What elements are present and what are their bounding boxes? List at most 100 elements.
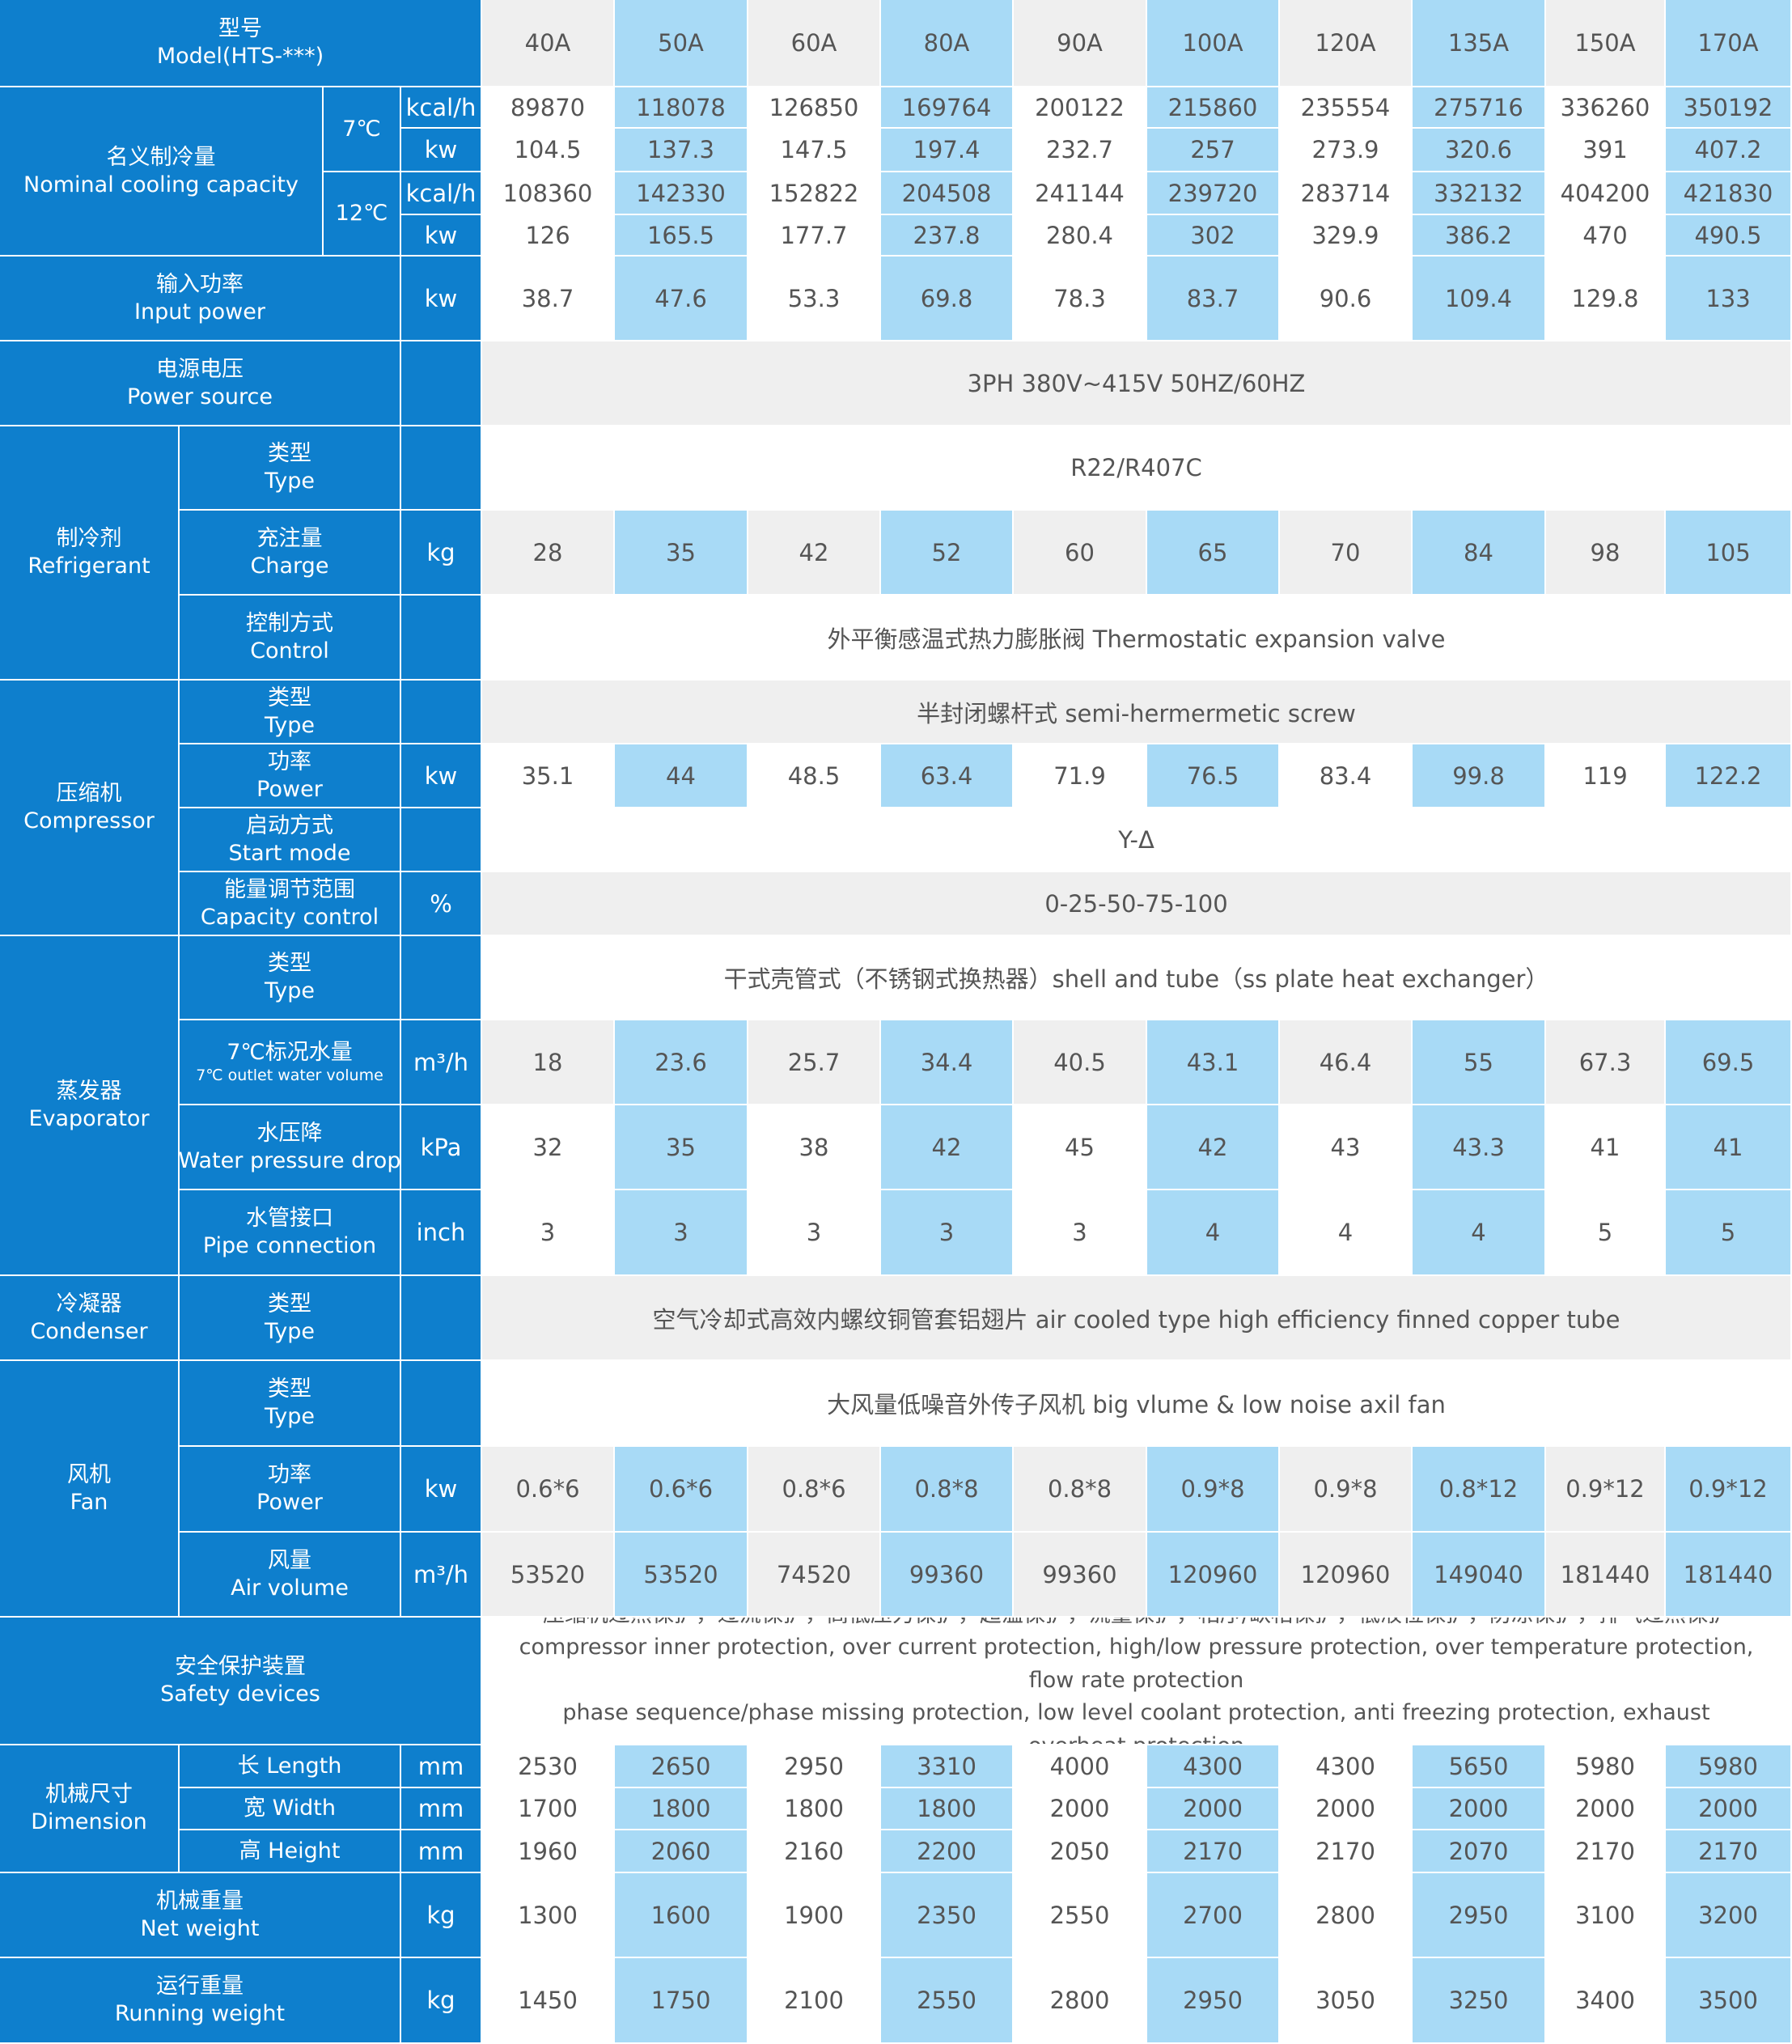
evaporator-pipe-cell: 3 xyxy=(881,1190,1012,1274)
evaporator-pipe-cell: 4 xyxy=(1280,1190,1411,1274)
condenser-label-en: Condenser xyxy=(30,1318,148,1344)
dimension-length-cell: 4000 xyxy=(1014,1745,1146,1787)
compressor-power-cell: 48.5 xyxy=(748,744,879,807)
compressor-power-cell: 76.5 xyxy=(1147,744,1278,807)
evaporator-flow-label-zh: 7℃标况水量 xyxy=(227,1039,353,1065)
model-name-cell: 50A xyxy=(615,0,747,86)
compressor-power-unit-text: kw xyxy=(424,761,458,790)
running-weight-cell: 2800 xyxy=(1014,1958,1146,2042)
condenser-type-label-zh: 类型 xyxy=(268,1291,311,1317)
cooling-12c-kcal-cell: 142330 xyxy=(615,172,747,214)
dimension-length-cell: 5980 xyxy=(1666,1745,1790,1787)
evaporator-type-label: 类型 Type xyxy=(180,936,400,1019)
nominal-cooling-label-zh: 名义制冷量 xyxy=(106,144,216,170)
evaporator-flow-cell: 25.7 xyxy=(748,1020,879,1104)
cooling-12c-kw-cell: 126 xyxy=(482,215,613,255)
compressor-capacity-label-en: Capacity control xyxy=(200,904,379,930)
dimension-height-cell: 2200 xyxy=(881,1830,1012,1872)
net-weight-cell: 2700 xyxy=(1147,1873,1278,1957)
input-power-cell: 129.8 xyxy=(1546,257,1664,340)
fan-type-value: 大风量低噪音外传子风机 big vlume & low noise axil f… xyxy=(482,1361,1790,1445)
cooling-7c-kcal-cell: 275716 xyxy=(1413,87,1544,127)
input-power-cell: 90.6 xyxy=(1280,257,1411,340)
refrigerant-charge-cell: 105 xyxy=(1666,511,1790,594)
cooling-12c-kw-cell: 177.7 xyxy=(748,215,879,255)
refrigerant-label-zh: 制冷剂 xyxy=(56,526,122,552)
fan-air-label: 风量 Air volume xyxy=(180,1533,400,1616)
net-weight-cell: 1900 xyxy=(748,1873,879,1957)
power-source-label: 电源电压 Power source xyxy=(0,341,400,425)
compressor-start-unit xyxy=(401,808,481,871)
model-header-label-en: Model(HTS-***) xyxy=(156,44,324,69)
cooling-12c-kw-cell: 302 xyxy=(1147,215,1278,255)
evaporator-pipe-cell: 3 xyxy=(748,1190,879,1274)
compressor-label: 压缩机 Compressor xyxy=(0,681,178,935)
compressor-start-label-en: Start mode xyxy=(228,840,351,866)
refrigerant-type-value: R22/R407C xyxy=(482,426,1790,509)
compressor-power-unit: kw xyxy=(401,744,481,807)
running-weight-cell: 3050 xyxy=(1280,1958,1411,2042)
unit-kcal-7c-text: kcal/h xyxy=(405,93,477,121)
evaporator-drop-unit-text: kPa xyxy=(420,1133,462,1161)
fan-label: 风机 Fan xyxy=(0,1361,178,1616)
cooling-7c-kw-cell: 320.6 xyxy=(1413,129,1544,171)
input-power-cell: 53.3 xyxy=(748,257,879,340)
dimension-height-label: 高 Height xyxy=(180,1830,400,1872)
evaporator-pipe-cell: 3 xyxy=(615,1190,747,1274)
compressor-start-value: Y-Δ xyxy=(482,808,1790,871)
compressor-power-cell: 83.4 xyxy=(1280,744,1411,807)
dimension-length-unit: mm xyxy=(401,1745,481,1787)
cooling-7c-kcal-cell: 215860 xyxy=(1147,87,1278,127)
unit-kw-7c: kw xyxy=(401,129,481,171)
compressor-power-cell: 35.1 xyxy=(482,744,613,807)
cooling-7c-kcal-cell: 169764 xyxy=(881,87,1012,127)
refrigerant-charge-cell: 42 xyxy=(748,511,879,594)
cooling-7c-kcal-cell: 235554 xyxy=(1280,87,1411,127)
running-weight-label-zh: 运行重量 xyxy=(156,1974,244,1999)
fan-type-label-zh: 类型 xyxy=(268,1376,311,1402)
dimension-width-label: 宽 Width xyxy=(180,1788,400,1829)
refrigerant-control-unit xyxy=(401,596,481,679)
cooling-12c-kcal-cell: 283714 xyxy=(1280,172,1411,214)
fan-type-label: 类型 Type xyxy=(180,1361,400,1445)
cooling-12c-kcal-cell: 152822 xyxy=(748,172,879,214)
compressor-start-label-zh: 启动方式 xyxy=(246,812,333,838)
evaporator-pipe-cell: 5 xyxy=(1546,1190,1664,1274)
cooling-12c-kcal-cell: 204508 xyxy=(881,172,1012,214)
refrigerant-label: 制冷剂 Refrigerant xyxy=(0,426,178,679)
condenser-type-label-en: Type xyxy=(264,1318,315,1344)
fan-air-label-zh: 风量 xyxy=(268,1547,311,1573)
evaporator-drop-cell: 43 xyxy=(1280,1105,1411,1189)
net-weight-cell: 3200 xyxy=(1666,1873,1790,1957)
refrigerant-charge-unit-text: kg xyxy=(426,538,455,566)
power-source-unit xyxy=(401,341,481,425)
evaporator-drop-cell: 38 xyxy=(748,1105,879,1189)
refrigerant-control-value: 外平衡感温式热力膨胀阀 Thermostatic expansion valve xyxy=(482,596,1790,679)
evaporator-flow-cell: 18 xyxy=(482,1020,613,1104)
fan-power-cell: 0.9*8 xyxy=(1280,1447,1411,1531)
compressor-power-cell: 63.4 xyxy=(881,744,1012,807)
dimension-height-cell: 2170 xyxy=(1147,1830,1278,1872)
fan-power-unit-text: kw xyxy=(424,1475,458,1503)
compressor-type-label-zh: 类型 xyxy=(268,685,311,710)
condenser-type-value: 空气冷却式高效内螺纹铜管套铝翅片 air cooled type high ef… xyxy=(482,1276,1790,1359)
input-power-label-zh: 输入功率 xyxy=(156,271,244,297)
net-weight-cell: 2950 xyxy=(1413,1873,1544,1957)
evaporator-flow-label: 7℃标况水量 7℃ outlet water volume xyxy=(180,1020,400,1104)
refrigerant-control-label-en: Control xyxy=(250,638,329,664)
safety-label-zh: 安全保护装置 xyxy=(175,1654,306,1680)
cooling-12c-kcal-cell: 332132 xyxy=(1413,172,1544,214)
safety-line-2: compressor inner protection, over curren… xyxy=(519,1635,1754,1693)
model-name-cell: 120A xyxy=(1280,0,1411,86)
evaporator-pipe-cell: 5 xyxy=(1666,1190,1790,1274)
evaporator-flow-cell: 67.3 xyxy=(1546,1020,1664,1104)
refrigerant-charge-cell: 70 xyxy=(1280,511,1411,594)
refrigerant-charge-cell: 65 xyxy=(1147,511,1278,594)
cooling-7c-kcal-cell: 89870 xyxy=(482,87,613,127)
refrigerant-type-label-zh: 类型 xyxy=(268,441,311,467)
dimension-length-label-zh: 长 Length xyxy=(237,1753,342,1779)
compressor-capacity-unit-text: % xyxy=(430,889,452,918)
fan-power-cell: 0.6*6 xyxy=(482,1447,613,1531)
fan-power-unit: kw xyxy=(401,1447,481,1531)
